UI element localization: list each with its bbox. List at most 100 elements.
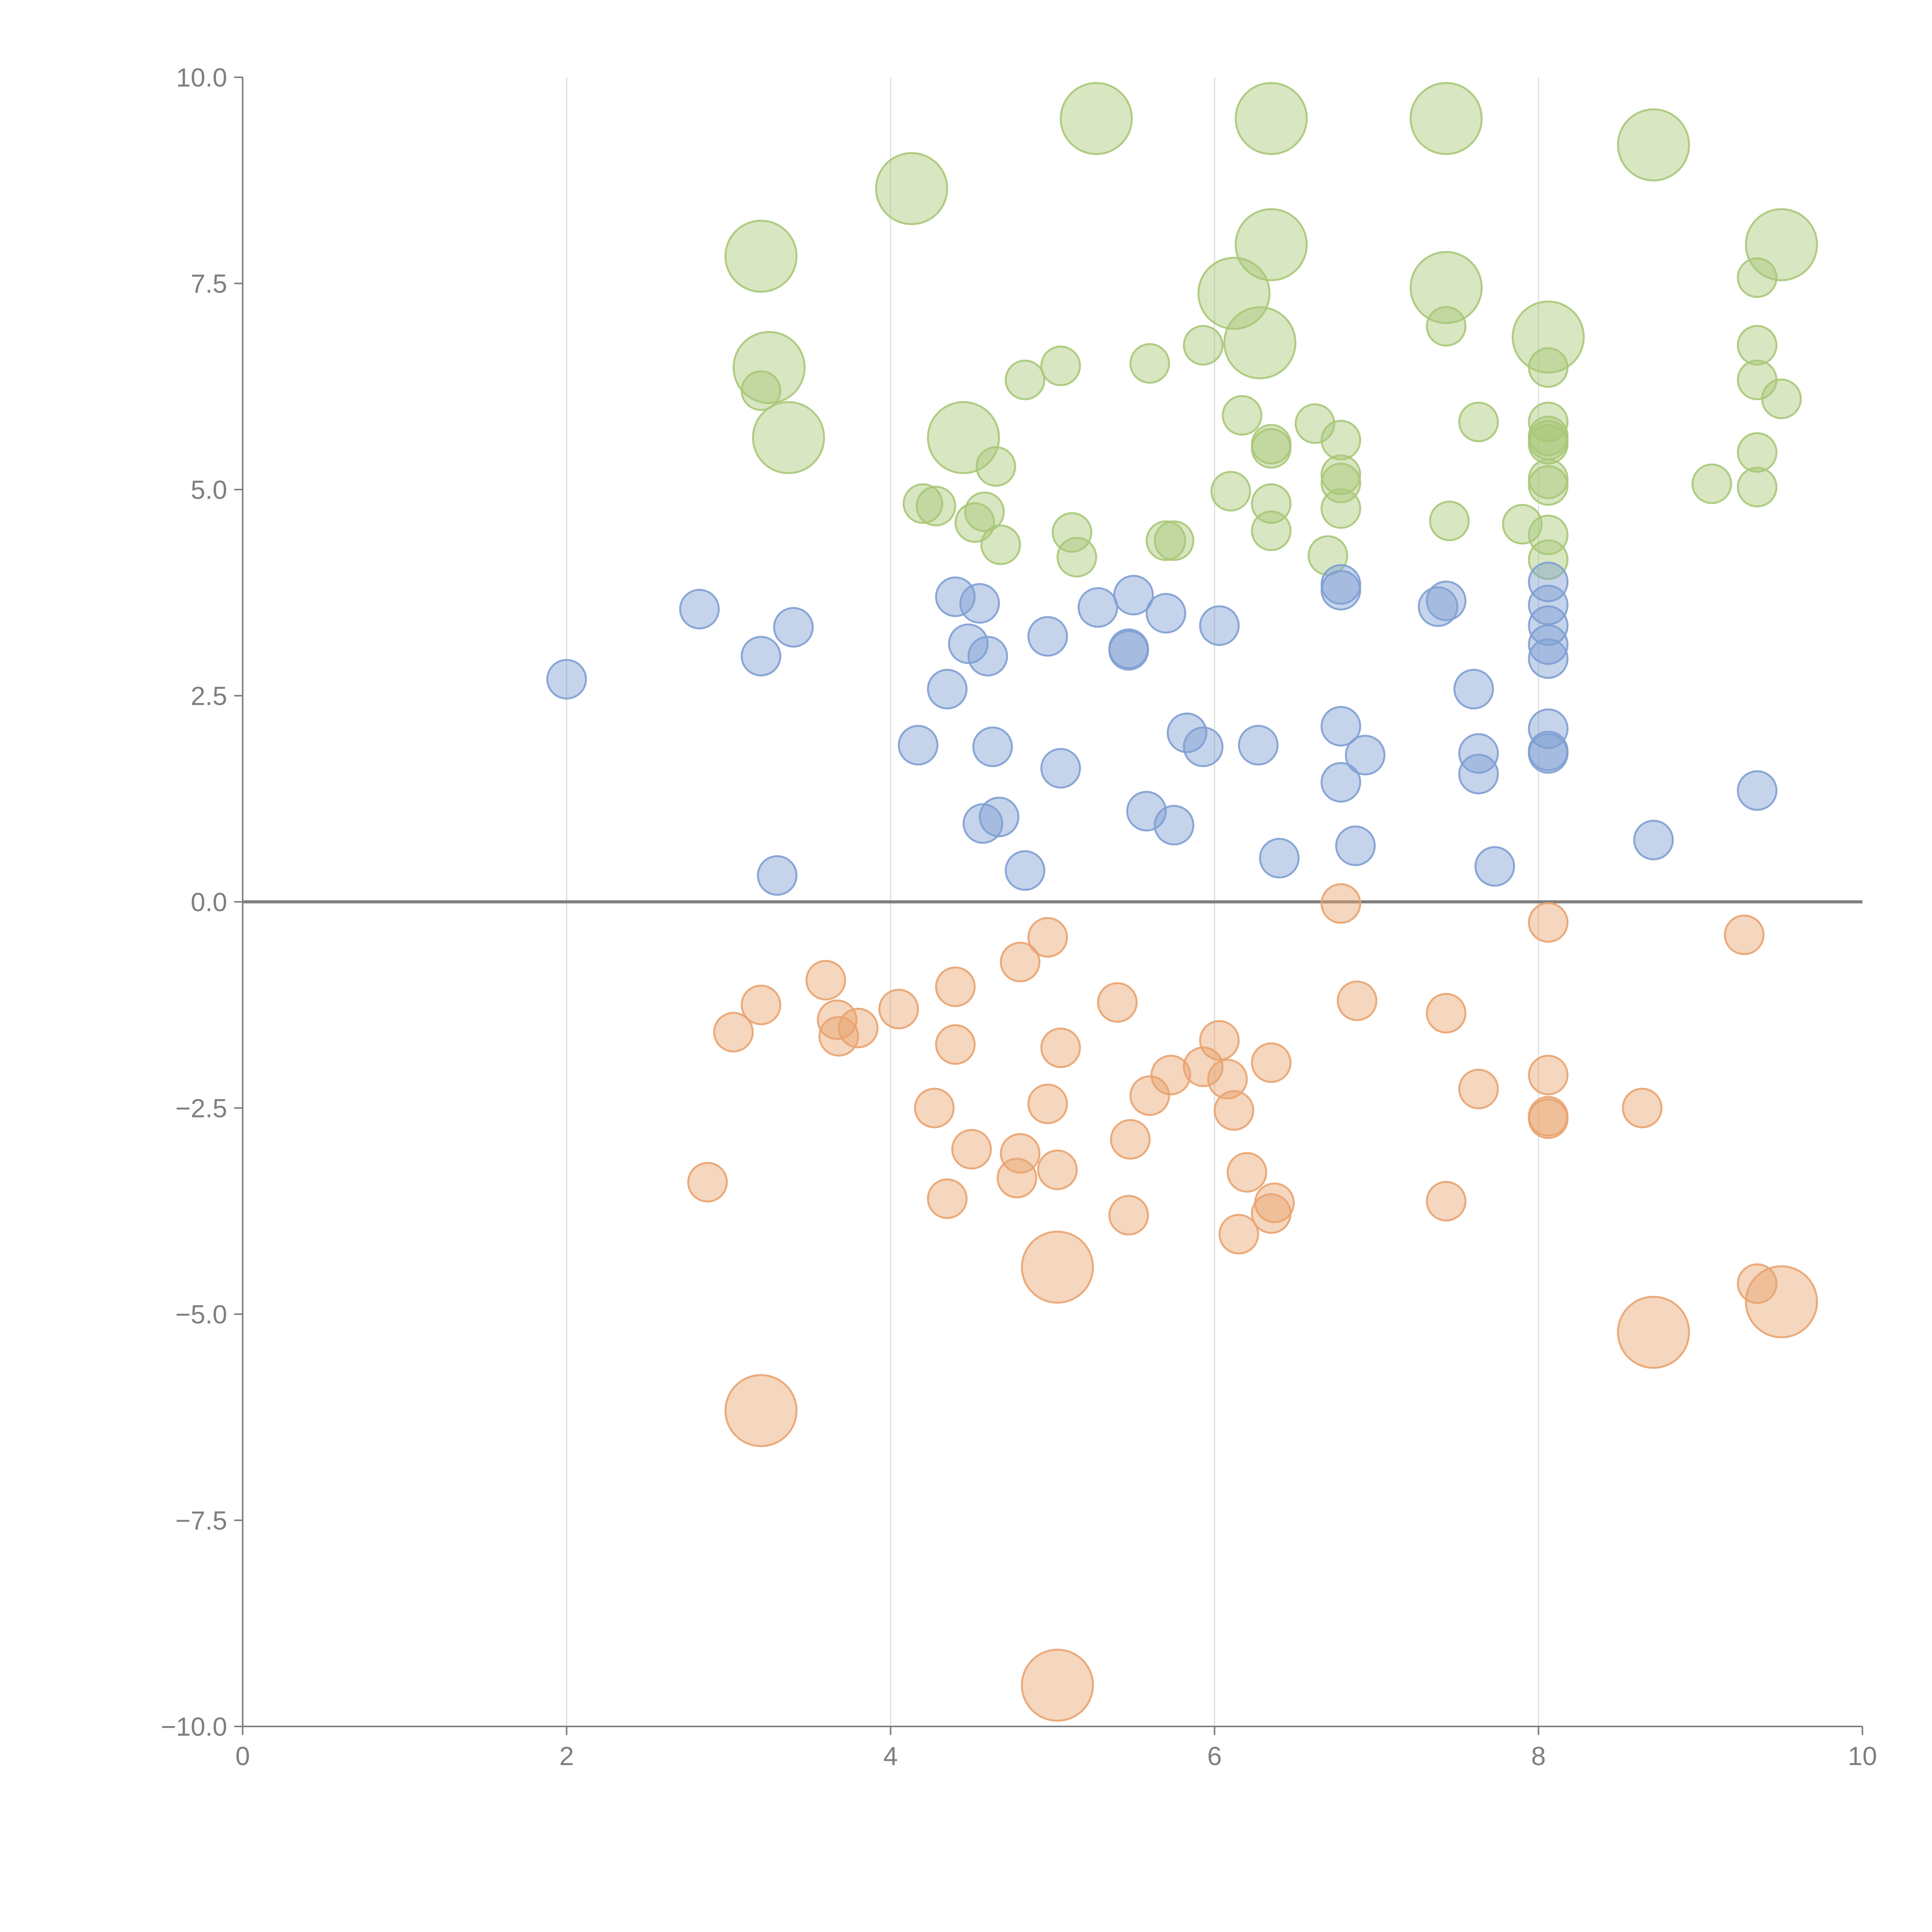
data-point-green — [1320, 488, 1361, 529]
data-point-green — [1183, 325, 1224, 366]
data-point-green — [1528, 401, 1569, 442]
data-point-green — [724, 219, 798, 293]
data-point-orange — [1458, 1068, 1499, 1109]
data-point-orange — [816, 999, 857, 1040]
data-point-green — [975, 446, 1016, 487]
data-point-green — [1528, 539, 1569, 580]
data-point-blue — [1027, 616, 1068, 657]
data-point-green — [732, 331, 806, 404]
data-point-orange — [740, 985, 781, 1026]
data-point-blue — [740, 636, 781, 677]
data-point-green — [1235, 82, 1308, 155]
data-point-green — [1040, 345, 1081, 386]
data-point-blue — [1633, 820, 1674, 861]
axes — [234, 77, 1863, 1735]
data-point-green — [1737, 432, 1778, 473]
data-point-orange — [838, 1008, 879, 1049]
data-point-orange — [1218, 1214, 1259, 1255]
data-point-orange — [878, 988, 919, 1029]
y-tick-label: −5.0 — [175, 1300, 227, 1329]
data-point-orange — [1150, 1054, 1191, 1095]
x-tick-label: 10 — [1848, 1742, 1877, 1771]
data-point-green — [1410, 82, 1483, 155]
data-point-orange — [1027, 1083, 1068, 1124]
y-tick-label: −2.5 — [175, 1094, 227, 1123]
data-point-orange — [1199, 1020, 1240, 1061]
data-point-green — [1528, 415, 1569, 456]
data-point-blue — [1335, 825, 1376, 866]
data-point-green — [915, 486, 956, 527]
data-point-blue — [935, 576, 976, 617]
data-point-orange — [1251, 1042, 1292, 1083]
data-point-orange — [1528, 1098, 1569, 1139]
data-point-orange — [1745, 1265, 1818, 1338]
data-point-blue — [1113, 575, 1154, 616]
data-point-blue — [1528, 730, 1569, 771]
data-point-blue — [963, 803, 1003, 844]
data-point-green — [740, 370, 781, 411]
data-point-green — [1410, 251, 1483, 324]
data-point-green — [1294, 403, 1335, 444]
data-point-green — [1528, 514, 1569, 555]
data-point-blue — [757, 855, 798, 896]
data-point-green — [1197, 257, 1271, 330]
x-tick-label: 4 — [883, 1742, 898, 1771]
data-point-green — [1251, 510, 1292, 551]
data-point-green — [1737, 467, 1778, 508]
data-point-green — [1512, 300, 1585, 374]
data-point-orange — [1037, 1150, 1078, 1190]
x-tick-label: 8 — [1531, 1742, 1546, 1771]
data-point-green — [1528, 424, 1569, 465]
data-point-blue — [1474, 846, 1515, 887]
data-point-orange — [1021, 1648, 1094, 1722]
data-point-green — [1429, 500, 1470, 541]
data-point-green — [954, 502, 995, 543]
data-point-green — [980, 524, 1021, 565]
data-point-orange — [951, 1129, 992, 1170]
x-tick-label: 0 — [235, 1742, 250, 1771]
y-tick-label: 2.5 — [190, 682, 227, 711]
data-point-green — [1528, 347, 1569, 388]
data-point-green — [1223, 306, 1297, 379]
data-point-orange — [818, 1016, 859, 1057]
data-point-blue — [1458, 733, 1499, 774]
data-point-blue — [1528, 708, 1569, 749]
data-point-orange — [1000, 942, 1041, 983]
y-tick-label: 10.0 — [176, 63, 227, 92]
y-tick-label: 0.0 — [190, 888, 227, 917]
y-tick-label: 7.5 — [190, 269, 227, 299]
data-point-orange — [935, 966, 976, 1007]
data-point-orange — [997, 1158, 1037, 1199]
data-point-green — [1761, 378, 1802, 419]
tick-labels: 0 2 4 6 8 10 10.0 7.5 5.0 2.5 0.0 −2.5 −5.0 −7.5 −10.0 — [161, 63, 1877, 1771]
data-point-green — [1502, 504, 1543, 545]
x-tick-label: 6 — [1207, 1742, 1222, 1771]
data-point-blue — [1320, 570, 1361, 611]
data-point-blue — [1153, 805, 1194, 846]
data-point-green — [1051, 512, 1092, 553]
data-point-green — [1129, 343, 1170, 384]
data-point-orange — [927, 1178, 968, 1219]
data-point-orange — [1724, 914, 1765, 955]
y-tick-label: −7.5 — [175, 1506, 227, 1536]
data-point-blue — [1426, 580, 1467, 621]
data-point-green — [1458, 401, 1499, 442]
data-point-orange — [1108, 1195, 1149, 1236]
data-point-orange — [1040, 1027, 1081, 1068]
data-point-blue — [1453, 668, 1494, 709]
data-point-blue — [1040, 748, 1081, 789]
data-point-orange — [1426, 993, 1467, 1034]
data-point-orange — [935, 1024, 976, 1065]
data-point-blue — [972, 726, 1013, 767]
data-point-blue — [967, 636, 1008, 677]
data-point-orange — [1528, 902, 1569, 943]
data-point-green — [1528, 465, 1569, 506]
data-point-orange — [1426, 1181, 1467, 1222]
data-point-blue — [1108, 628, 1149, 669]
data-point-blue — [959, 583, 1000, 624]
data-point-green — [1221, 395, 1262, 436]
data-point-blue — [1005, 850, 1046, 891]
data-point-green — [1056, 537, 1097, 578]
data-point-green — [752, 401, 825, 474]
